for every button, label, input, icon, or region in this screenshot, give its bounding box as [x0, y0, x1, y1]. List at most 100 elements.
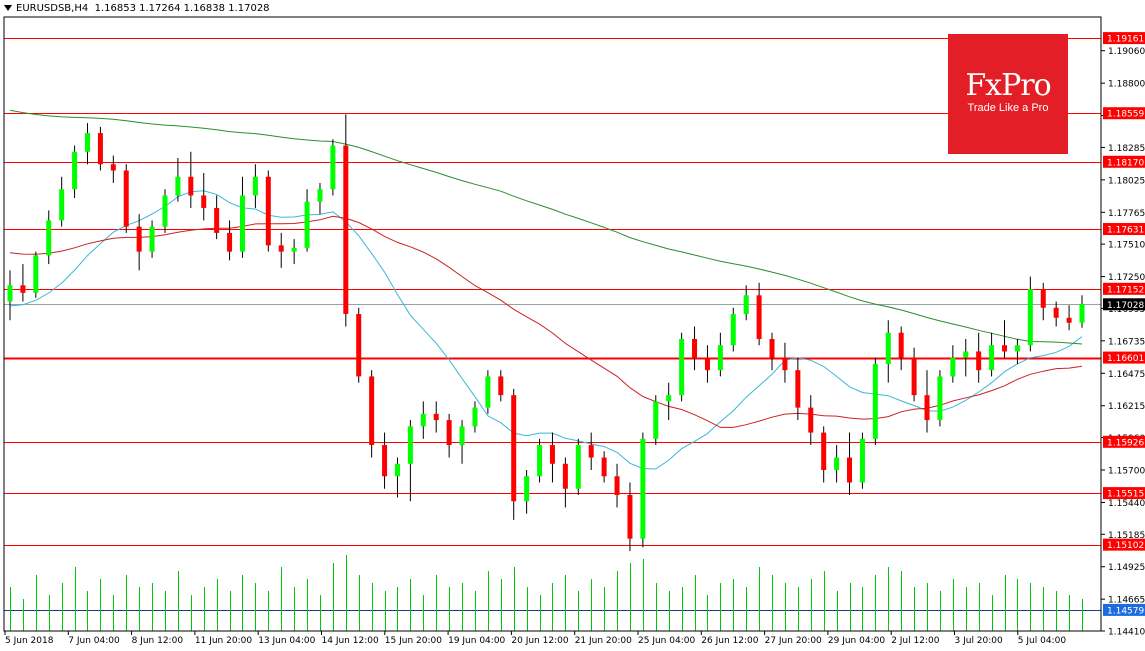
candle-body — [291, 247, 297, 252]
candle — [537, 438, 543, 483]
ma-mid-line — [9, 215, 1083, 428]
level-label: 1.19161 — [1103, 32, 1145, 45]
level-label: 1.15102 — [1103, 538, 1145, 551]
candle-body — [601, 457, 607, 477]
candle — [369, 370, 375, 458]
level-label-text: 1.18559 — [1107, 110, 1144, 120]
candle-body — [963, 351, 969, 358]
candle-body — [898, 332, 904, 358]
candle — [175, 158, 181, 202]
level-label: 1.17152 — [1103, 282, 1145, 295]
candle — [46, 210, 52, 265]
candle-body — [59, 189, 65, 221]
candle-body — [769, 338, 775, 358]
candle — [123, 164, 129, 233]
candle — [330, 139, 336, 196]
candle — [1027, 276, 1033, 352]
level-label-bg — [1103, 155, 1145, 168]
candle — [498, 370, 504, 402]
candle-body — [188, 176, 194, 196]
candle — [1002, 320, 1008, 358]
candle — [382, 432, 388, 489]
candle — [227, 220, 233, 261]
candle — [201, 172, 207, 221]
x-tick-label: 21 Jun 20:00 — [575, 636, 632, 646]
x-tick-label: 3 Jul 20:00 — [955, 636, 1004, 646]
candle-body — [730, 314, 736, 346]
candle — [84, 123, 90, 165]
candle-body — [911, 357, 917, 396]
candle — [252, 164, 258, 208]
candle-body — [666, 395, 672, 402]
y-tick-label: 1.17510 — [1108, 241, 1145, 251]
candle-body — [394, 463, 400, 477]
candle — [808, 395, 814, 446]
level-label-text: 1.19161 — [1107, 35, 1144, 45]
candle-body — [7, 285, 13, 302]
x-tick-label: 8 Jun 12:00 — [132, 636, 184, 646]
level-label: 1.18559 — [1103, 107, 1145, 120]
candle-body — [84, 133, 90, 152]
level-label: 1.17631 — [1103, 223, 1145, 236]
level-label-text: 1.18170 — [1107, 158, 1144, 168]
candle-body — [1027, 289, 1033, 346]
candle — [459, 420, 465, 464]
candle-body — [640, 438, 646, 539]
candle-body — [808, 407, 814, 433]
ma-slow-line — [9, 109, 1083, 345]
candle-body — [136, 226, 142, 252]
logo-brand-text: FxPro — [965, 68, 1051, 103]
candle-body — [420, 413, 426, 427]
candle — [304, 189, 310, 252]
candle — [446, 413, 452, 458]
x-tick-label: 11 Jun 20:00 — [195, 636, 252, 646]
candle-body — [317, 189, 323, 202]
candle — [33, 251, 39, 298]
x-tick-label: 7 Jun 04:00 — [68, 636, 120, 646]
y-tick-label: 1.18800 — [1108, 80, 1145, 90]
y-tick-label: 1.15185 — [1108, 531, 1145, 541]
candle — [549, 432, 555, 483]
candle-body — [46, 220, 52, 256]
candle — [679, 332, 685, 402]
candle-body — [1002, 345, 1008, 352]
candle — [394, 457, 400, 498]
candle-body — [627, 494, 633, 539]
chevron-down-icon[interactable] — [4, 5, 12, 11]
candle-body — [692, 338, 698, 358]
candle — [97, 126, 103, 171]
x-tick-label: 14 Jun 12:00 — [322, 636, 379, 646]
x-tick-label: 5 Jul 04:00 — [1018, 636, 1067, 646]
x-tick-label: 25 Jun 04:00 — [638, 636, 695, 646]
candle — [640, 432, 646, 548]
candle-body — [498, 376, 504, 396]
candle — [898, 326, 904, 371]
candle-body — [537, 445, 543, 477]
candle — [162, 189, 168, 233]
candle-body — [239, 195, 245, 252]
candle-body — [175, 176, 181, 196]
candle — [795, 357, 801, 421]
candle-body — [20, 285, 26, 293]
y-tick-label: 1.14925 — [1108, 563, 1145, 573]
x-tick-label: 2 Jul 12:00 — [891, 636, 940, 646]
candle-body — [1079, 304, 1085, 323]
y-tick-label: 1.18025 — [1108, 176, 1145, 186]
candle-body — [679, 338, 685, 396]
candle — [885, 320, 891, 383]
candle — [343, 114, 349, 327]
candle — [834, 445, 840, 483]
candle — [20, 264, 26, 302]
candle-body — [549, 445, 555, 464]
candle-body — [407, 426, 413, 464]
candle — [149, 220, 155, 258]
y-tick-label: 1.16215 — [1108, 402, 1145, 412]
candle-body — [834, 457, 840, 471]
level-label-bg — [1103, 107, 1145, 120]
level-label: 1.15926 — [1103, 435, 1145, 448]
candle — [59, 176, 65, 227]
candle — [743, 285, 749, 321]
x-tick-label: 15 Jun 20:00 — [385, 636, 442, 646]
candle-body — [524, 476, 530, 502]
candle — [278, 232, 284, 268]
